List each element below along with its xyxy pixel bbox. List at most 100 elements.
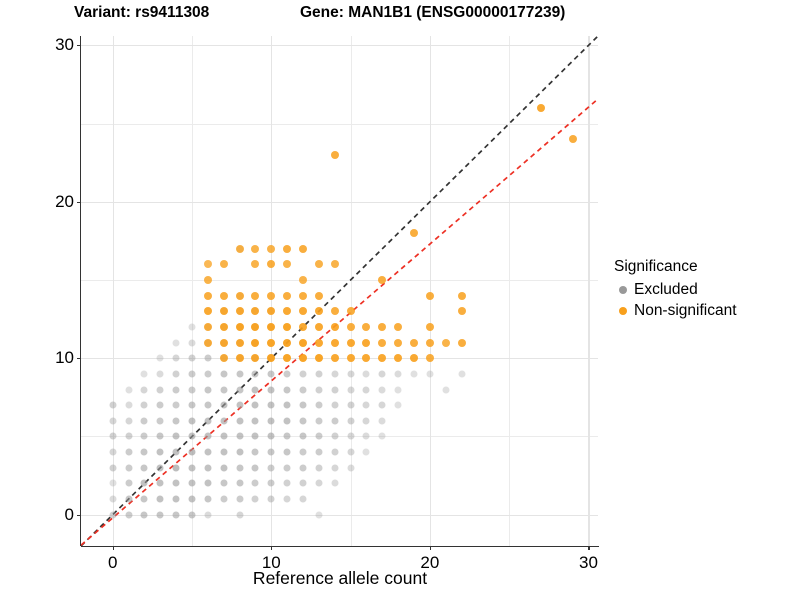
data-point: [236, 417, 244, 425]
data-point: [251, 244, 260, 253]
x-tick: [112, 546, 114, 550]
legend: Significance Excluded Non-significant: [614, 258, 794, 321]
data-point: [140, 495, 148, 503]
data-point: [425, 322, 434, 331]
data-point: [283, 291, 292, 300]
data-point: [251, 354, 260, 363]
data-point: [236, 386, 244, 394]
data-point: [362, 401, 370, 409]
data-point: [425, 291, 434, 300]
legend-item-non-significant[interactable]: Non-significant: [614, 300, 794, 321]
data-point: [235, 307, 244, 316]
data-point: [204, 479, 212, 487]
data-point: [204, 511, 212, 519]
data-point: [267, 432, 275, 440]
data-point: [156, 386, 164, 394]
gridline-horizontal: [81, 514, 598, 516]
data-point: [140, 432, 148, 440]
data-point: [236, 511, 244, 519]
data-point: [299, 370, 307, 378]
data-point: [172, 354, 180, 362]
data-point: [172, 386, 180, 394]
gridline-vertical: [271, 36, 273, 546]
data-point: [219, 260, 228, 269]
data-point: [156, 417, 164, 425]
legend-dot-icon: [619, 285, 627, 294]
data-point: [347, 386, 355, 394]
data-point: [109, 401, 117, 409]
data-point: [156, 511, 164, 519]
data-point: [251, 432, 259, 440]
gridline-horizontal: [81, 436, 598, 438]
data-point: [283, 464, 291, 472]
data-point: [251, 401, 259, 409]
data-point: [315, 370, 323, 378]
data-point: [283, 370, 291, 378]
data-point: [172, 339, 180, 347]
data-point: [204, 386, 212, 394]
data-point: [314, 338, 323, 347]
data-point: [315, 448, 323, 456]
data-point: [204, 370, 212, 378]
gridline-vertical: [588, 36, 590, 546]
data-point: [346, 338, 355, 347]
data-point: [283, 417, 291, 425]
data-point: [394, 322, 403, 331]
data-point: [394, 370, 402, 378]
data-point: [204, 354, 212, 362]
data-point: [140, 417, 148, 425]
data-point: [219, 338, 228, 347]
data-point: [236, 479, 244, 487]
data-point: [315, 464, 323, 472]
data-point: [251, 479, 259, 487]
data-point: [315, 386, 323, 394]
data-point: [236, 370, 244, 378]
data-point: [314, 260, 323, 269]
data-point: [236, 401, 244, 409]
x-tick-label: 10: [261, 553, 281, 572]
data-point: [346, 307, 355, 316]
data-point: [125, 386, 133, 394]
data-point: [251, 338, 260, 347]
data-point: [109, 495, 117, 503]
x-tick: [429, 546, 431, 550]
data-point: [140, 511, 148, 519]
data-point: [410, 338, 419, 347]
data-point: [188, 479, 196, 487]
plot-panel: [81, 36, 598, 546]
data-point: [267, 338, 276, 347]
data-point: [267, 495, 275, 503]
data-point: [362, 417, 370, 425]
data-point: [283, 244, 292, 253]
data-point: [156, 401, 164, 409]
data-point: [188, 417, 196, 425]
data-point: [378, 354, 387, 363]
data-point: [188, 354, 196, 362]
data-point: [109, 417, 117, 425]
data-point: [219, 354, 228, 363]
data-point: [125, 401, 133, 409]
data-point: [140, 464, 148, 472]
data-point: [536, 103, 545, 112]
data-point: [236, 432, 244, 440]
legend-item-excluded[interactable]: Excluded: [614, 279, 794, 300]
data-point: [172, 417, 180, 425]
data-point: [219, 307, 228, 316]
data-point: [220, 432, 228, 440]
data-point: [220, 417, 228, 425]
data-point: [109, 479, 117, 487]
gridline-vertical: [350, 36, 352, 546]
data-point: [204, 432, 212, 440]
data-point: [347, 401, 355, 409]
data-point: [251, 448, 259, 456]
data-point: [331, 386, 339, 394]
data-point: [125, 417, 133, 425]
data-point: [314, 354, 323, 363]
data-point: [346, 354, 355, 363]
data-point: [314, 291, 323, 300]
data-point: [394, 354, 403, 363]
data-point: [267, 386, 275, 394]
data-point: [457, 291, 466, 300]
data-point: [299, 417, 307, 425]
